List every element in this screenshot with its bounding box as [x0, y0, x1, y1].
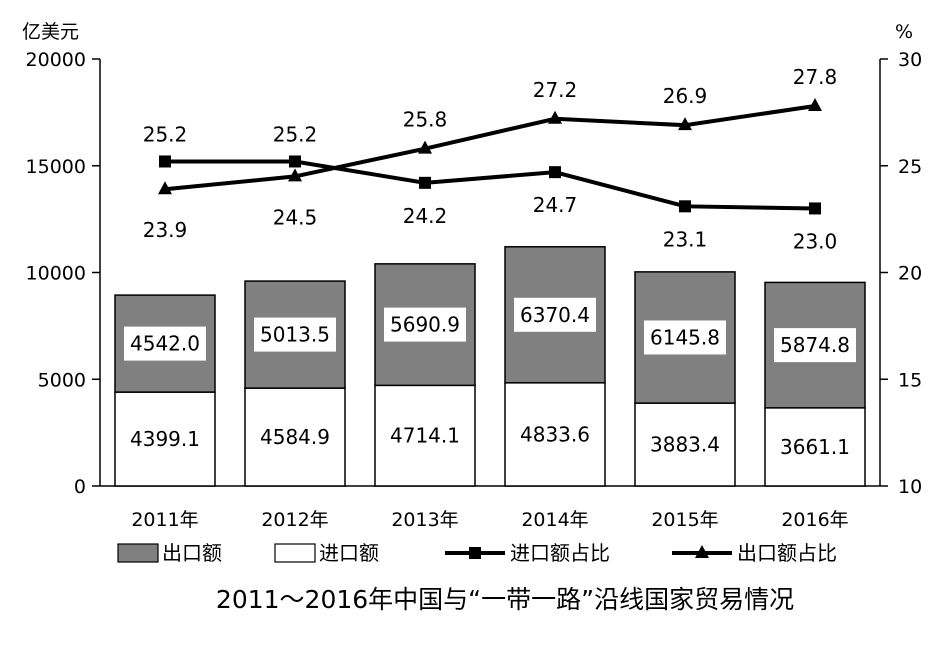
- import-share-label: 23.1: [663, 227, 708, 251]
- import-value-label: 4833.6: [520, 422, 590, 446]
- bar-import: [764, 407, 866, 487]
- import-value-label: 4584.9: [260, 425, 330, 449]
- export-value-label: 6145.8: [650, 325, 720, 349]
- lines: [158, 97, 822, 215]
- export-share-line: [164, 103, 816, 192]
- import-share-marker: [159, 155, 171, 168]
- export-share-marker: [548, 110, 562, 124]
- import-share-label: 24.7: [533, 193, 578, 217]
- export-value-label: 5690.9: [390, 313, 460, 337]
- x-tick-label: 2014年: [521, 509, 588, 531]
- bar-import: [244, 387, 346, 487]
- export-share-marker: [158, 181, 172, 195]
- chart-title: 2011～2016年中国与“一带一路”沿线国家贸易情况: [216, 585, 794, 614]
- import-share-marker: [549, 166, 561, 179]
- y-right-tick-label: 20: [898, 263, 922, 285]
- import-share-marker: [809, 202, 821, 215]
- import-share-marker: [289, 155, 301, 168]
- import-value-label: 4714.1: [390, 424, 460, 448]
- export-share-marker: [418, 140, 432, 154]
- legend-import-swatch: [274, 543, 316, 563]
- x-tick-label: 2016年: [781, 509, 848, 531]
- legend-export-share-marker: [695, 545, 709, 558]
- y-left-tick-label: 0: [74, 476, 86, 498]
- export-share-marker: [288, 168, 302, 182]
- legend-import-share-marker: [469, 547, 481, 559]
- import-share-label: 25.2: [143, 122, 188, 146]
- x-tick-label: 2013年: [391, 509, 458, 531]
- export-value-label: 4542.0: [130, 332, 200, 356]
- y-left-tick-label: 20000: [26, 49, 86, 71]
- export-label-box: [124, 326, 206, 361]
- export-share-label: 27.8: [793, 65, 838, 89]
- export-share-marker: [808, 97, 822, 111]
- y-left-unit: 亿美元: [22, 21, 79, 43]
- x-tick-label: 2012年: [261, 509, 328, 531]
- legend-export-share-label: 出口额占比: [737, 541, 837, 565]
- import-share-label: 23.0: [793, 229, 838, 253]
- export-label-box: [514, 297, 596, 332]
- export-share-marker: [678, 117, 692, 131]
- legend-export-swatch: [117, 543, 159, 563]
- import-share-label: 25.2: [273, 122, 318, 146]
- y-right-tick-label: 25: [898, 156, 922, 178]
- legend-import-label: 进口额: [319, 541, 379, 565]
- data-labels: 4542.0 4399.1 5013.5 4584.9 5690.9 4714.1 6370…: [124, 65, 856, 459]
- bar-import: [634, 402, 736, 487]
- export-share-label: 25.8: [403, 108, 448, 132]
- x-tick-label: 2011年: [131, 509, 198, 531]
- y-left-tick-label: 15000: [26, 156, 86, 178]
- axes: 亿美元 % 0 5000 10000 15000 20000 10 15 20 25 30 2011年 2…: [22, 21, 922, 531]
- y-right-tick-label: 10: [898, 476, 922, 498]
- import-value-label: 3661.1: [780, 435, 850, 459]
- bar-import: [504, 382, 606, 487]
- export-share-label: 23.9: [143, 218, 188, 242]
- export-label-box: [254, 317, 336, 352]
- legend: 出口额 进口额 进口额占比 出口额占比: [117, 541, 837, 565]
- import-share-marker: [419, 176, 431, 189]
- legend-export-label: 出口额: [162, 541, 222, 565]
- y-right-tick-label: 15: [898, 369, 922, 391]
- export-value-label: 6370.4: [520, 303, 590, 327]
- x-tick-label: 2015年: [651, 509, 718, 531]
- export-label-box: [774, 328, 856, 363]
- legend-import-share-label: 进口额占比: [510, 541, 610, 565]
- export-share-label: 24.5: [273, 205, 318, 229]
- export-label-box: [644, 320, 726, 355]
- export-value-label: 5874.8: [780, 333, 850, 357]
- export-label-box: [384, 307, 466, 342]
- export-share-label: 26.9: [663, 84, 708, 108]
- y-left-tick-label: 10000: [26, 263, 86, 285]
- y-left-tick-label: 5000: [38, 369, 86, 391]
- import-value-label: 3883.4: [650, 433, 720, 457]
- export-share-label: 27.2: [533, 78, 578, 102]
- import-share-line: [165, 159, 816, 211]
- import-share-label: 24.2: [403, 204, 448, 228]
- y-right-unit: %: [895, 21, 913, 43]
- import-value-label: 4399.1: [130, 427, 200, 451]
- y-right-tick-label: 30: [898, 49, 922, 71]
- import-share-marker: [679, 200, 691, 213]
- export-value-label: 5013.5: [260, 323, 330, 347]
- bars: [114, 246, 866, 487]
